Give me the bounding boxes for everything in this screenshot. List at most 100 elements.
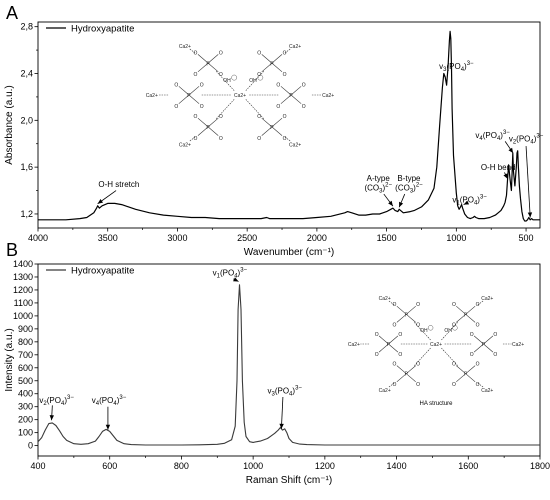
y-axis-title: Intensity (a.u.)	[4, 328, 15, 391]
molecule-bond	[271, 117, 283, 128]
molecule-phosphorus: P	[270, 61, 274, 67]
molecule-hydroxyl: OH	[223, 78, 231, 84]
molecule-oxygen: O	[452, 362, 456, 368]
y-tick-label: 1100	[14, 298, 33, 308]
x-tick-label: 1800	[530, 461, 550, 471]
arrow-v4-po4-head	[508, 147, 514, 154]
molecule-bond	[406, 305, 416, 315]
molecule-caption: HA structure	[419, 401, 453, 407]
molecule-oxygen: O	[398, 332, 402, 338]
molecule-bond	[413, 347, 431, 367]
molecule-bond	[188, 86, 200, 96]
molecule-bond	[465, 365, 476, 374]
arrow-b-v2-po4-head	[49, 415, 55, 421]
molecule-oxygen: O	[276, 104, 280, 110]
molecule-oxygen: O	[283, 50, 287, 56]
molecule-oxygen: O	[476, 362, 480, 368]
arrow-v1-po4-head	[463, 200, 470, 205]
molecule-charge-circle	[257, 74, 264, 81]
annotation-b-type: B-type	[397, 174, 421, 183]
molecule-bond	[290, 86, 302, 96]
molecule-bond	[290, 94, 302, 104]
series-line-0	[38, 30, 540, 222]
annotation-a-type: A-type	[367, 174, 391, 183]
panel-b-annotations: v2(PO4)3− v4(PO4)3− v1(PO4)3− v3(PO4)3−	[39, 268, 302, 430]
molecule-bond	[215, 70, 235, 91]
arrow-b-v3-po4-head	[279, 423, 284, 429]
molecule-phosphorus: P	[464, 312, 468, 318]
molecule-calcium: Ca2+	[289, 142, 301, 148]
x-tick-label: 1000	[243, 461, 263, 471]
molecule-bond	[388, 335, 399, 345]
molecule-oxygen: O	[416, 362, 420, 368]
y-tick-label: 600	[18, 363, 33, 373]
molecule-bond	[473, 335, 484, 345]
arrow-b-v4-po4-head	[105, 424, 111, 430]
legend-label: Hydroxyapatite	[71, 24, 134, 35]
molecule-oxygen: O	[193, 50, 197, 56]
annotation-v2-po4: v2(PO4)3−	[509, 133, 544, 145]
molecule-center-ca: Ca2+	[234, 93, 246, 99]
molecule-calcium: Ca2+	[289, 44, 301, 50]
molecule-oxygen: O	[476, 382, 480, 388]
molecule-oxygen: O	[393, 302, 397, 308]
series-line-0	[37, 284, 540, 446]
molecule-bond	[388, 343, 399, 353]
molecule-charge-circle	[427, 325, 434, 331]
y-tick-label: 2,4	[20, 69, 33, 79]
arrow-oh-stretch-head	[97, 199, 104, 204]
molecule-oxygen: O	[375, 332, 379, 338]
annotation-v4-po4: v4(PO4)3−	[475, 130, 510, 142]
molecule-oxygen: O	[452, 302, 456, 308]
molecule-oxygen: O	[393, 322, 397, 328]
molecule-calcium: Ca2+	[379, 388, 391, 394]
molecule-bond	[456, 305, 466, 315]
molecule-phosphorus: P	[387, 342, 391, 348]
molecule-bond	[406, 373, 416, 383]
annotation-oh-bend: O-H bend	[481, 163, 516, 172]
x-tick-label: 1600	[458, 461, 478, 471]
molecule-oxygen: O	[219, 72, 223, 78]
molecule-bond	[197, 54, 209, 64]
arrow-a-type-head	[388, 200, 393, 207]
molecule-bond	[441, 321, 459, 341]
x-tick-label: 3000	[167, 233, 187, 243]
y-tick-label: 2,8	[20, 22, 33, 32]
panel-b: 400 600 800 1000 1200 1400 1600 1800 0 100 200 300 4…	[4, 259, 550, 486]
molecule-bond	[271, 126, 283, 136]
molecule-bond	[465, 314, 476, 323]
molecule-oxygen: O	[257, 136, 261, 142]
molecule-oxygen: O	[470, 352, 474, 358]
molecule-oxygen: O	[174, 82, 178, 88]
molecule-calcium: Ca2+	[179, 142, 191, 148]
molecule-bond	[207, 117, 219, 128]
y-tick-label: 500	[18, 376, 33, 386]
molecule-calcium: Ca2+	[481, 296, 493, 302]
molecule-calcium: Ca2+	[348, 342, 360, 348]
molecule-bond	[284, 48, 291, 54]
molecule-bond	[261, 126, 273, 136]
y-axis-title: Absorbance (a.u.)	[4, 85, 15, 165]
molecule-bond	[261, 62, 273, 73]
panel-a-letter: A	[6, 3, 18, 23]
x-tick-label: 2000	[307, 233, 327, 243]
annotation-oh-stretch: O-H stretch	[98, 180, 139, 189]
molecule-bond	[178, 94, 190, 104]
molecule-bond	[396, 365, 407, 374]
molecule-bond	[271, 54, 283, 64]
molecule-oxygen: O	[257, 114, 261, 120]
molecule-hydroxyl: OH	[249, 78, 257, 84]
molecule-bond	[396, 314, 407, 323]
molecule-bond	[441, 347, 459, 367]
molecule-calcium: Ca2+	[481, 388, 493, 394]
molecule-oxygen: O	[416, 382, 420, 388]
annotation-a-type-formula: (CO3)2−	[364, 183, 392, 195]
molecule-hydroxyl: OH	[420, 328, 428, 334]
x-tick-label: 600	[102, 461, 117, 471]
molecule-bond	[483, 343, 494, 353]
molecule-bond	[465, 373, 476, 383]
molecule-oxygen: O	[375, 352, 379, 358]
molecule-bond	[197, 117, 209, 128]
molecule-oxygen: O	[276, 82, 280, 88]
